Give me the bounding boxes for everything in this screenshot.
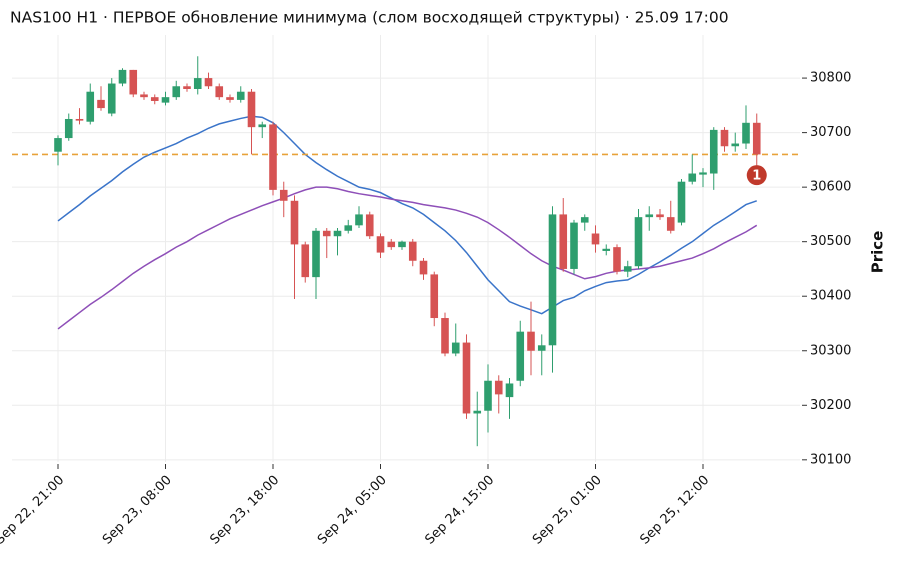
candle-body <box>656 214 664 218</box>
x-tick-label: Sep 23, 18:00 <box>207 473 282 548</box>
candle-body <box>301 244 310 278</box>
candle-body <box>269 124 277 190</box>
candle-body <box>118 69 127 84</box>
candle-body <box>720 129 729 147</box>
y-tick-label: 30400 <box>810 289 851 304</box>
candle-body <box>258 124 267 128</box>
y-tick-label: 30600 <box>810 180 851 195</box>
candle-body <box>451 342 460 354</box>
candle-body <box>107 83 116 114</box>
candle-body <box>527 331 535 351</box>
candle-body <box>752 122 761 155</box>
candle-body <box>86 91 95 122</box>
candle-body <box>355 214 363 226</box>
candle-body <box>742 122 750 144</box>
candle-body <box>623 266 632 272</box>
candle-body <box>172 86 181 98</box>
candle-body <box>247 91 256 128</box>
candle-body <box>505 383 514 398</box>
candle-body <box>129 69 138 95</box>
candle-body <box>97 99 105 109</box>
candle-body <box>559 214 568 269</box>
y-tick-label: 30100 <box>810 452 851 467</box>
candle-body <box>591 233 600 245</box>
candle-body <box>570 222 578 269</box>
candle-body <box>183 86 191 89</box>
candle-body <box>322 230 331 237</box>
candle-body <box>64 118 73 139</box>
y-tick-label: 30200 <box>810 398 851 413</box>
y-tick-label: 30800 <box>810 71 851 86</box>
candle-body <box>226 97 234 100</box>
candle-body <box>75 118 84 121</box>
candle-body <box>666 217 675 231</box>
candle-body <box>150 97 159 101</box>
candle-body <box>365 214 374 237</box>
candle-body <box>494 380 503 395</box>
chart-title: NAS100 H1 · ПЕРВОЕ обновление минимума (… <box>10 9 729 27</box>
x-tick-label: Sep 25, 12:00 <box>637 473 712 548</box>
candle-body <box>462 342 471 414</box>
candle-body <box>312 230 320 278</box>
candle-body <box>516 331 525 381</box>
x-tick-label: Sep 25, 01:00 <box>530 473 605 548</box>
candle-body <box>140 94 148 98</box>
candle-body <box>215 86 224 98</box>
candle-body <box>441 318 449 354</box>
candle-body <box>634 217 643 267</box>
candle-body <box>430 274 439 319</box>
annotation-marker <box>746 165 767 186</box>
candle-body <box>473 410 482 414</box>
candle-body <box>602 248 611 251</box>
candle-body <box>333 230 342 237</box>
candle-body <box>677 181 686 223</box>
candle-body <box>419 260 428 275</box>
x-tick-label: Sep 24, 15:00 <box>422 473 497 548</box>
y-axis-label: Price <box>869 231 887 274</box>
candle-body <box>236 91 245 100</box>
candle-body <box>408 241 417 261</box>
candle-body <box>548 214 557 346</box>
candle-body <box>580 217 589 223</box>
candle-body <box>279 189 288 201</box>
candle-body <box>204 78 213 87</box>
candle-body <box>290 200 299 245</box>
x-tick-label: Sep 24, 05:00 <box>315 473 390 548</box>
y-tick-label: 30300 <box>810 343 851 358</box>
x-tick-label: Sep 23, 08:00 <box>100 473 175 548</box>
candle-body <box>484 380 492 411</box>
moving-average-line <box>57 186 758 330</box>
candle-body <box>344 225 353 231</box>
candle-body <box>613 247 621 272</box>
y-tick-label: 30700 <box>810 125 851 140</box>
annotation-label: 1 <box>752 169 761 184</box>
candle-body <box>709 129 718 174</box>
candle-body <box>537 345 546 351</box>
candle-body <box>161 97 170 103</box>
candle-body <box>645 214 654 218</box>
candle-body <box>193 78 202 89</box>
moving-average-line <box>57 115 758 315</box>
x-tick-label: Sep 22, 21:00 <box>0 473 67 548</box>
candle-body <box>731 143 740 147</box>
y-tick-label: 30500 <box>810 234 851 249</box>
candle-body <box>398 241 406 248</box>
candle-body <box>699 172 707 175</box>
candle-body <box>376 236 385 253</box>
candle-body <box>54 138 62 152</box>
candle-body <box>688 173 697 182</box>
candle-body <box>387 241 396 248</box>
